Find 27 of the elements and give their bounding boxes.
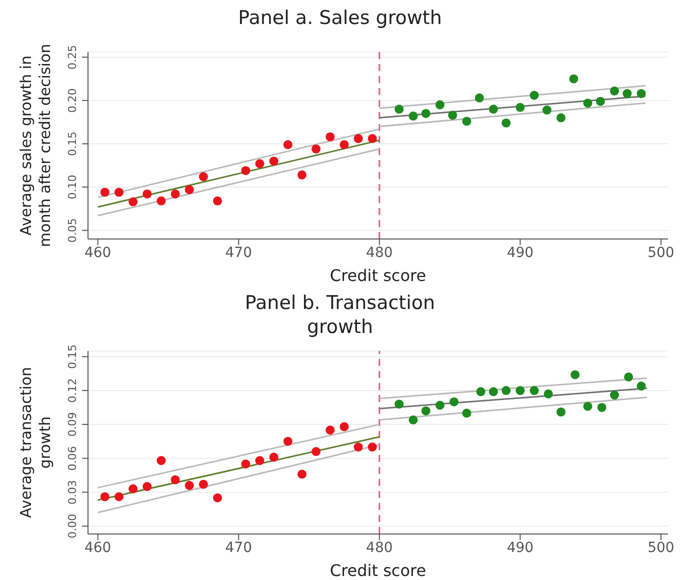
x-tick-label: 500 xyxy=(648,540,674,556)
y-tick-label: 0.12 xyxy=(66,378,79,403)
y-axis-title: Average sales growth in month after credit decision xyxy=(17,44,54,248)
x-tick-label: 470 xyxy=(225,244,252,261)
y-axis-title: Average transaction growth xyxy=(17,366,54,518)
y-tick-label: 0.00 xyxy=(66,514,79,538)
y-tick-label: 0.15 xyxy=(66,344,79,369)
x-axis-title: Credit score xyxy=(330,561,426,580)
y-tick-label: 0.15 xyxy=(66,132,79,156)
chart-title: Panel a. Sales growth xyxy=(237,6,443,30)
x-tick-label: 480 xyxy=(366,244,393,261)
y-tick-label: 0.20 xyxy=(66,88,79,113)
y-tick-label: 0.25 xyxy=(66,44,79,70)
y-tick-label: 0.10 xyxy=(66,174,79,200)
y-tick-label: 0.09 xyxy=(66,412,79,437)
x-axis-title: Credit score xyxy=(330,266,426,285)
y-tick-label: 0.05 xyxy=(66,218,79,243)
y-tick-label: 0.06 xyxy=(66,446,79,471)
x-tick-label: 490 xyxy=(506,244,534,261)
x-tick-label: 460 xyxy=(84,540,112,556)
x-tick-label: 460 xyxy=(84,244,112,261)
x-tick-label: 480 xyxy=(366,540,393,556)
x-tick-label: 470 xyxy=(225,540,252,556)
y-tick-label: 0.03 xyxy=(66,480,79,504)
chart-title: Panel b. Transaction growth xyxy=(244,291,436,339)
x-tick-label: 500 xyxy=(648,244,674,261)
x-tick-label: 490 xyxy=(506,540,534,556)
